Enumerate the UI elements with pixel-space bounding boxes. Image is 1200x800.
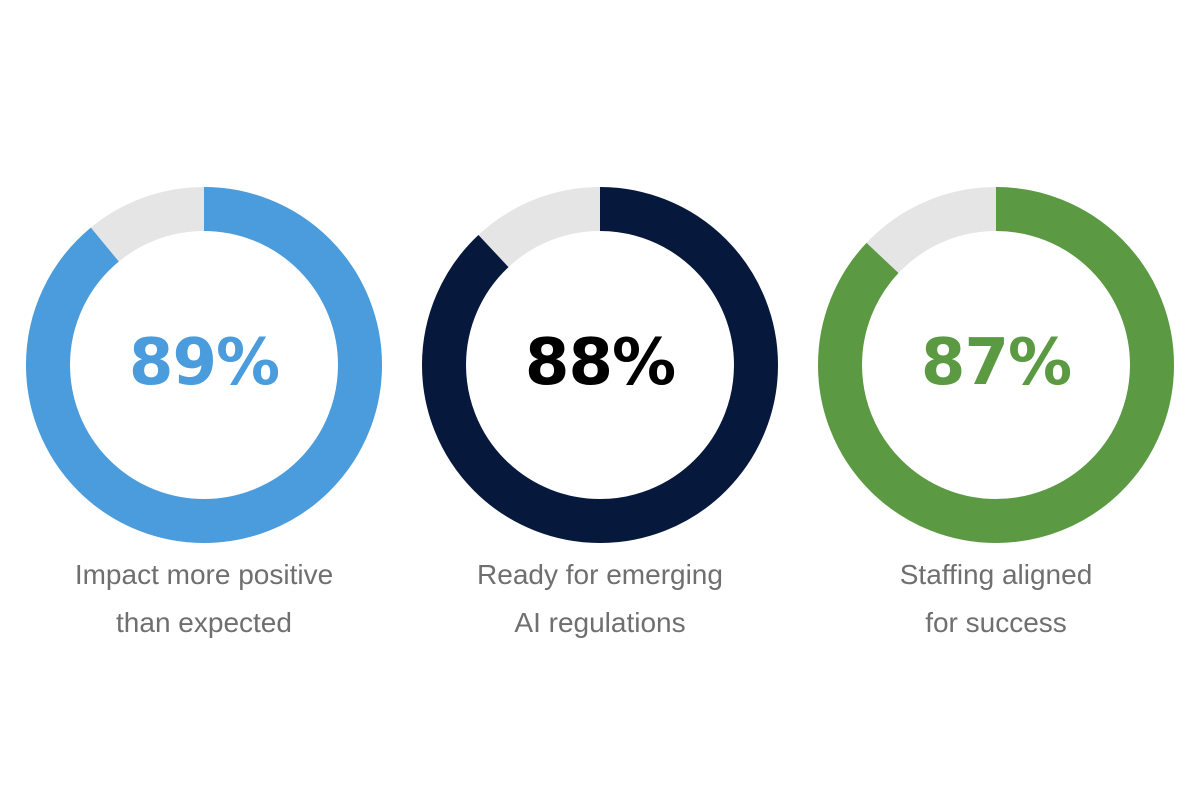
donut-ring bbox=[422, 187, 778, 543]
donut-caption: Impact more positive than expected bbox=[4, 551, 404, 647]
donut-ring bbox=[26, 187, 382, 543]
donut-caption: Staffing aligned for success bbox=[796, 551, 1196, 647]
donut-caption-line-2: AI regulations bbox=[514, 607, 686, 638]
donut-percentage: 88% bbox=[524, 326, 676, 400]
donut-chart-staffing: 87% Staffing aligned for success bbox=[816, 185, 1176, 645]
donut-caption-line-2: than expected bbox=[116, 607, 292, 638]
donut-value-segment bbox=[818, 187, 1174, 543]
donut-percentage: 87% bbox=[920, 326, 1072, 400]
donut-caption: Ready for emerging AI regulations bbox=[400, 551, 800, 647]
donut-chart-regulations: 88% Ready for emerging AI regulations bbox=[420, 185, 780, 645]
donut-value-segment bbox=[26, 187, 382, 543]
donut-caption-line-1: Ready for emerging bbox=[477, 559, 723, 590]
donut-caption-line-2: for success bbox=[925, 607, 1067, 638]
donut-chart-impact: 89% Impact more positive than expected bbox=[24, 185, 384, 645]
donut-percentage: 89% bbox=[128, 326, 280, 400]
donut-ring bbox=[818, 187, 1174, 543]
donut-value-segment bbox=[422, 187, 778, 543]
donut-caption-line-1: Impact more positive bbox=[74, 559, 334, 590]
donut-caption-line-1: Staffing aligned bbox=[899, 559, 1093, 590]
